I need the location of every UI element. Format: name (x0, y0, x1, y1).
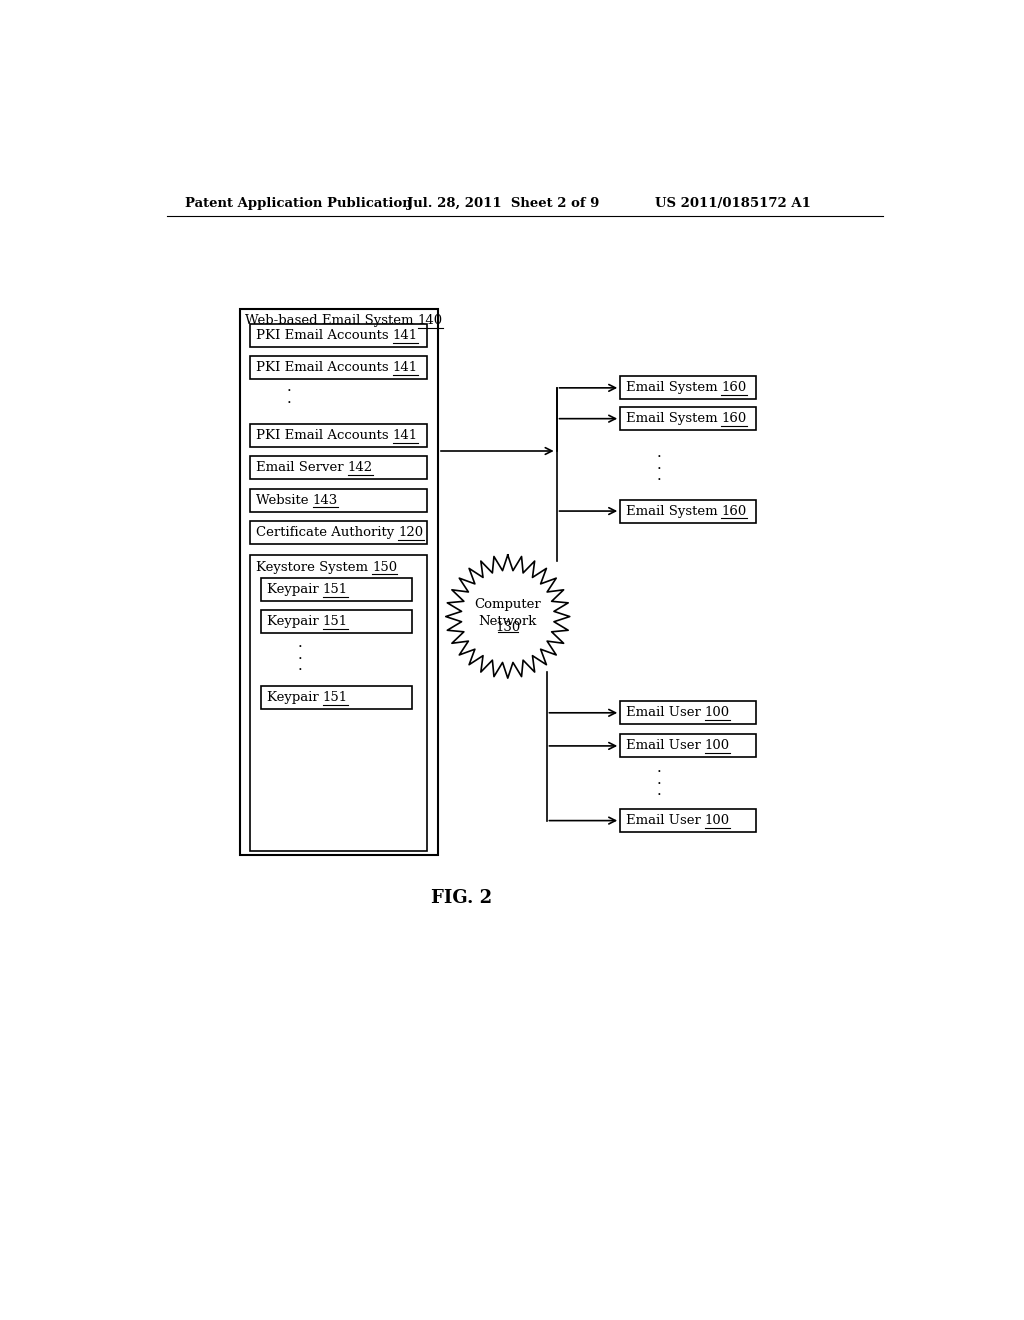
Text: PKI Email Accounts: PKI Email Accounts (256, 429, 393, 442)
FancyBboxPatch shape (261, 686, 413, 709)
Text: Email System: Email System (626, 504, 722, 517)
FancyBboxPatch shape (621, 734, 756, 758)
FancyBboxPatch shape (241, 309, 438, 855)
Text: 160: 160 (722, 381, 746, 395)
FancyBboxPatch shape (261, 610, 413, 634)
FancyBboxPatch shape (261, 578, 413, 601)
Text: 142: 142 (348, 462, 373, 474)
Text: FIG. 2: FIG. 2 (431, 888, 492, 907)
Text: ·: · (656, 450, 662, 465)
FancyBboxPatch shape (251, 488, 427, 512)
FancyBboxPatch shape (621, 376, 756, 400)
Text: PKI Email Accounts: PKI Email Accounts (256, 362, 393, 375)
Text: 141: 141 (393, 329, 418, 342)
FancyBboxPatch shape (251, 424, 427, 447)
Text: Jul. 28, 2011  Sheet 2 of 9: Jul. 28, 2011 Sheet 2 of 9 (407, 197, 599, 210)
Text: 151: 151 (323, 615, 348, 628)
Text: 140: 140 (418, 314, 443, 327)
Text: Keypair: Keypair (266, 583, 323, 597)
Text: Keystore System: Keystore System (256, 561, 372, 574)
Text: ·: · (287, 396, 292, 411)
Text: Email User: Email User (626, 814, 705, 828)
Text: 160: 160 (722, 412, 746, 425)
Text: Computer
Network: Computer Network (474, 598, 541, 628)
Text: ·: · (656, 776, 662, 791)
FancyBboxPatch shape (621, 499, 756, 523)
Text: ·: · (298, 640, 302, 655)
Text: Keypair: Keypair (266, 615, 323, 628)
FancyBboxPatch shape (251, 521, 427, 544)
FancyBboxPatch shape (621, 701, 756, 725)
Text: PKI Email Accounts: PKI Email Accounts (256, 329, 393, 342)
Text: 130: 130 (496, 620, 520, 634)
Text: Keypair: Keypair (266, 690, 323, 704)
Text: Certificate Authority: Certificate Authority (256, 527, 398, 539)
Text: Patent Application Publication: Patent Application Publication (184, 197, 412, 210)
Text: 141: 141 (393, 362, 418, 375)
Text: ·: · (298, 652, 302, 665)
Text: ·: · (656, 474, 662, 487)
FancyBboxPatch shape (621, 407, 756, 430)
Text: Web-based Email System: Web-based Email System (245, 314, 418, 327)
FancyBboxPatch shape (251, 457, 427, 479)
Text: Email System: Email System (626, 381, 722, 395)
Text: ·: · (656, 788, 662, 803)
Text: Website: Website (256, 494, 312, 507)
Text: Email System: Email System (626, 412, 722, 425)
Text: 151: 151 (323, 690, 348, 704)
FancyBboxPatch shape (251, 323, 427, 347)
Text: ·: · (656, 462, 662, 475)
Text: 100: 100 (705, 706, 730, 719)
Text: ·: · (298, 664, 302, 677)
Text: Email User: Email User (626, 739, 705, 752)
Text: Email User: Email User (626, 706, 705, 719)
Text: 141: 141 (393, 429, 418, 442)
Text: 151: 151 (323, 583, 348, 597)
Text: 100: 100 (705, 739, 730, 752)
Text: 160: 160 (722, 504, 746, 517)
Text: ·: · (287, 384, 292, 397)
Text: ·: · (656, 766, 662, 779)
FancyBboxPatch shape (251, 356, 427, 379)
Text: 143: 143 (312, 494, 338, 507)
Text: Email Server: Email Server (256, 462, 348, 474)
Text: 100: 100 (705, 814, 730, 828)
FancyBboxPatch shape (621, 809, 756, 832)
Text: 150: 150 (372, 561, 397, 574)
Polygon shape (445, 554, 569, 678)
Text: 120: 120 (398, 527, 424, 539)
Text: US 2011/0185172 A1: US 2011/0185172 A1 (655, 197, 811, 210)
FancyBboxPatch shape (251, 554, 427, 851)
